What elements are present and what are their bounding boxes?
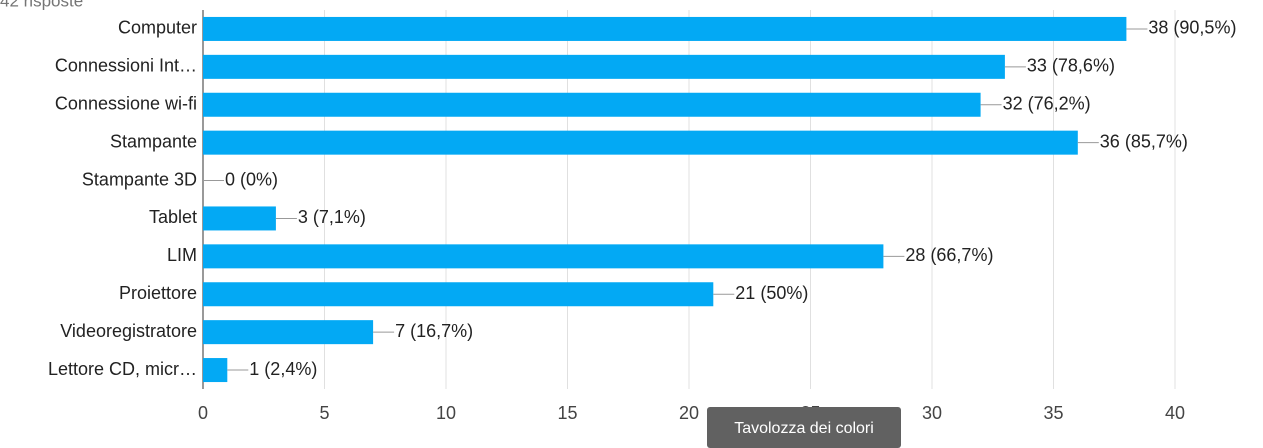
- y-tick-label: Tablet: [149, 207, 197, 227]
- data-label: 0 (0%): [225, 169, 278, 189]
- x-tick-label: 20: [679, 403, 699, 423]
- data-label: 3 (7,1%): [298, 207, 366, 227]
- x-tick-label: 35: [1043, 403, 1063, 423]
- y-tick-label: Computer: [118, 18, 197, 38]
- bar: [203, 54, 1005, 79]
- y-tick-label: Videoregistratore: [60, 321, 197, 341]
- y-tick-label: Proiettore: [119, 283, 197, 303]
- x-tick-label: 30: [922, 403, 942, 423]
- subtitle: 42 risposte: [0, 0, 83, 10]
- bar: [203, 358, 228, 383]
- bar: [203, 206, 276, 231]
- x-tick-label: 0: [198, 403, 208, 423]
- y-tick-label: LIM: [167, 245, 197, 265]
- bar: [203, 320, 374, 345]
- data-label: 32 (76,2%): [1003, 94, 1091, 114]
- bar: [203, 244, 884, 269]
- data-label: 7 (16,7%): [395, 321, 473, 341]
- bar: [203, 92, 981, 117]
- x-tick-label: 5: [319, 403, 329, 423]
- y-tick-label: Stampante: [110, 131, 197, 151]
- y-tick-label: Connessione wi-fi: [55, 94, 197, 114]
- y-tick-label: Lettore CD, micr…: [48, 359, 197, 379]
- data-label: 28 (66,7%): [905, 245, 993, 265]
- data-label: 38 (90,5%): [1148, 18, 1236, 38]
- y-tick-label: Connessioni Int…: [55, 56, 197, 76]
- x-tick-label: 40: [1165, 403, 1185, 423]
- data-label: 36 (85,7%): [1100, 131, 1188, 151]
- y-tick-label: Stampante 3D: [82, 169, 197, 189]
- x-tick-label: 10: [436, 403, 456, 423]
- tooltip-text: Tavolozza dei colori: [734, 420, 874, 437]
- tooltip: [707, 407, 901, 448]
- bar: [203, 16, 1127, 41]
- bar: [203, 130, 1078, 155]
- data-label: 21 (50%): [735, 283, 808, 303]
- bar: [203, 282, 714, 307]
- x-tick-label: 15: [557, 403, 577, 423]
- data-label: 1 (2,4%): [249, 359, 317, 379]
- data-label: 33 (78,6%): [1027, 56, 1115, 76]
